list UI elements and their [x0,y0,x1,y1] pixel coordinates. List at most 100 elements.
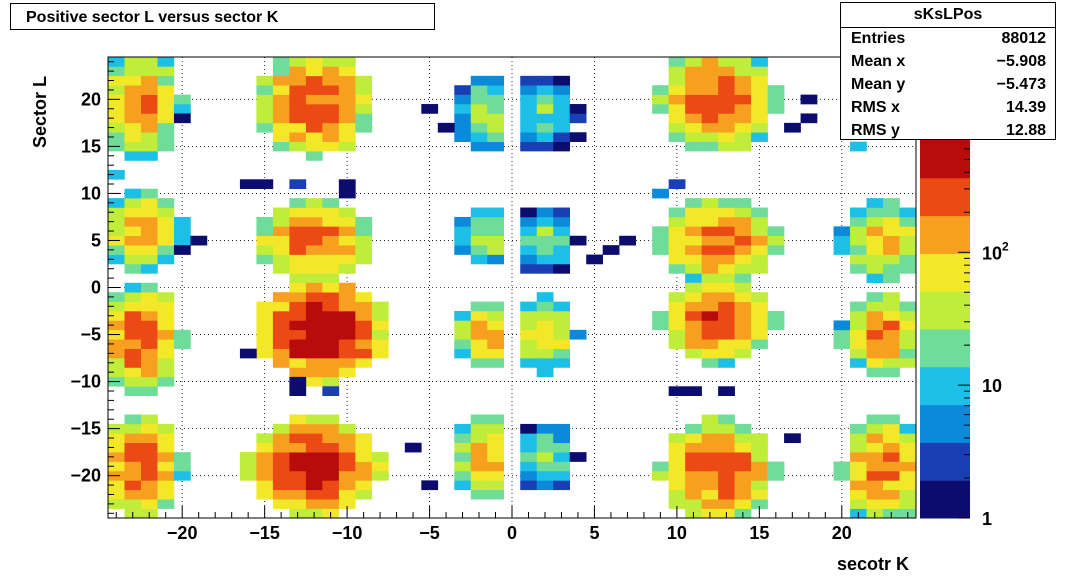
heatmap-cell [734,141,752,152]
heatmap-cell [850,245,867,255]
heatmap-cell [157,254,175,265]
heatmap-cell [520,207,538,218]
heatmap-cell [685,320,702,331]
heatmap-cell [289,311,307,321]
heatmap-cell [685,386,702,396]
heatmap-cell [685,85,702,95]
heatmap-cell [108,442,125,453]
heatmap-cell [520,461,538,472]
heatmap-cell [338,499,356,509]
heatmap-cell [899,207,917,218]
heatmap-cell [850,216,867,227]
heatmap-cell [272,489,290,500]
palette-swatch [920,442,970,481]
heatmap-cell [553,226,571,237]
heatmap-cell [305,207,323,218]
chart-title: Positive sector L versus sector K [26,9,279,26]
heatmap-cell [338,179,356,190]
heatmap-cell [701,311,719,321]
heatmap-cell [850,320,867,331]
heatmap-cell [850,339,867,349]
heatmap-cell [289,179,307,190]
heatmap-cell [668,452,686,462]
heatmap-cell [470,207,488,218]
heatmap-cell [157,94,175,105]
heatmap-cell [322,198,340,208]
heatmap-cell [322,235,340,246]
heatmap-cell [140,452,158,462]
heatmap-cell [140,282,158,293]
stats-row-rms-y: RMS y 12.88 [851,122,1046,144]
heatmap-cell [553,235,571,246]
heatmap-cell [157,348,175,359]
heatmap-cell [338,339,356,349]
heatmap-cell [718,320,735,331]
heatmap-cell [718,414,735,425]
heatmap-cell [289,376,307,387]
heatmap-cell [338,433,356,444]
heatmap-cell [140,423,158,434]
heatmap-cell [108,452,125,462]
palette-swatch [920,329,970,368]
heatmap-cell [734,452,752,462]
heatmap-cell [751,216,768,227]
heatmap-cell [701,329,719,340]
heatmap-cell [668,113,686,124]
heatmap-cell [536,94,554,105]
heatmap-cell [718,273,735,284]
heatmap-cell [124,499,142,509]
heatmap-cell [668,216,686,227]
heatmap-cell [157,113,175,124]
heatmap-cell [685,235,702,246]
heatmap-cell [701,358,719,368]
heatmap-cell [256,104,274,114]
heatmap-cell [124,85,142,95]
heatmap-cell [685,442,702,453]
heatmap-cell [305,414,323,425]
heatmap-cell [157,207,175,218]
heatmap-cell [272,75,290,86]
heatmap-cell [355,311,373,321]
heatmap-cell [108,320,125,331]
heatmap-cell [701,423,719,434]
heatmap-cell [322,216,340,227]
heatmap-cell [553,263,571,274]
heatmap-cell [338,320,356,331]
heatmap-cell [322,386,340,396]
heatmap-cell [520,339,538,349]
heatmap-cell [487,245,505,255]
heatmap-cell [322,122,340,133]
heatmap-cell [239,348,257,359]
palette-swatch [920,404,970,443]
heatmap-cell [701,273,719,284]
heatmap-cell [734,273,752,284]
heatmap-cell [272,113,290,124]
y-tick-label: 10 [81,183,101,203]
heatmap-cell [108,311,125,321]
heatmap-cell [305,339,323,349]
heatmap-cell [338,423,356,434]
heatmap-cell [569,132,587,142]
heatmap-cell [470,75,488,86]
heatmap-cell [140,348,158,359]
heatmap-cell [883,273,900,284]
heatmap-cell [668,66,686,77]
heatmap-cell [520,442,538,453]
heatmap-cell [850,499,867,509]
heatmap-cell [124,339,142,349]
heatmap-cell [718,386,735,396]
heatmap-cell [899,311,917,321]
heatmap-cell [536,423,554,434]
heatmap-cell [256,480,274,491]
heatmap-cell [883,433,900,444]
heatmap-cell [289,461,307,472]
heatmap-cell [520,75,538,86]
heatmap-cell [536,263,554,274]
palette-swatch [920,366,970,406]
heatmap-cell [157,198,175,208]
x-tick-label: 15 [749,523,769,543]
heatmap-cell [124,263,142,274]
heatmap-cell [734,442,752,453]
heatmap-cell [751,94,768,105]
heatmap-cell [668,339,686,349]
